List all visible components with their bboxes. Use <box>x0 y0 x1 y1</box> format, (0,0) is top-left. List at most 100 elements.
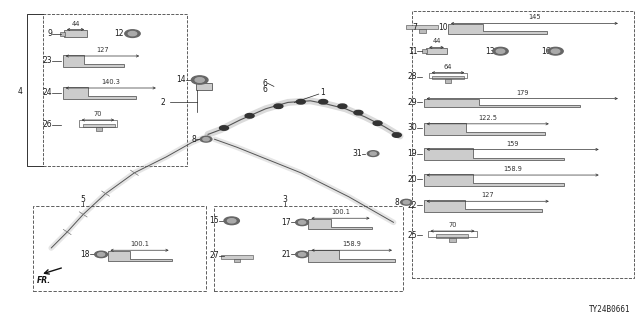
Text: 100.1: 100.1 <box>331 209 350 215</box>
Text: 13: 13 <box>485 47 495 56</box>
Circle shape <box>338 104 347 108</box>
Polygon shape <box>424 99 580 107</box>
Text: 44: 44 <box>432 38 441 44</box>
Bar <box>412 11 634 278</box>
Polygon shape <box>424 174 564 186</box>
Bar <box>43 14 187 166</box>
Text: 31: 31 <box>352 149 362 158</box>
Text: 9: 9 <box>47 29 52 38</box>
Circle shape <box>298 221 306 224</box>
Circle shape <box>373 121 382 125</box>
Polygon shape <box>308 250 395 262</box>
Text: 70: 70 <box>448 222 457 228</box>
Text: 6: 6 <box>262 79 268 88</box>
Circle shape <box>203 138 209 141</box>
Text: 5: 5 <box>81 196 86 204</box>
Circle shape <box>401 199 412 205</box>
Circle shape <box>296 100 305 104</box>
Text: 23: 23 <box>43 56 52 65</box>
Bar <box>432 76 464 79</box>
Bar <box>449 238 456 242</box>
Circle shape <box>95 251 108 258</box>
Text: 19: 19 <box>408 149 417 158</box>
Text: 127: 127 <box>96 47 109 53</box>
Text: 17: 17 <box>282 218 291 227</box>
Bar <box>419 29 426 33</box>
Circle shape <box>224 217 239 225</box>
Polygon shape <box>424 123 545 135</box>
Circle shape <box>98 253 105 256</box>
Circle shape <box>200 136 212 142</box>
Text: 8: 8 <box>192 135 196 144</box>
Text: 18: 18 <box>80 250 90 259</box>
Polygon shape <box>108 251 172 261</box>
Bar <box>33 206 206 291</box>
Polygon shape <box>448 24 547 34</box>
Text: 22: 22 <box>408 201 417 210</box>
Text: 158.9: 158.9 <box>503 166 522 172</box>
Circle shape <box>298 253 306 256</box>
Circle shape <box>548 47 563 55</box>
Text: 64: 64 <box>444 64 452 70</box>
Text: 44: 44 <box>71 20 80 27</box>
Text: 29: 29 <box>408 98 417 107</box>
Bar <box>422 49 427 53</box>
Circle shape <box>354 110 363 115</box>
Polygon shape <box>63 55 124 67</box>
Circle shape <box>125 30 140 37</box>
Circle shape <box>403 201 410 204</box>
Circle shape <box>319 100 328 104</box>
Circle shape <box>274 104 283 108</box>
Bar <box>426 48 447 54</box>
Bar <box>429 73 467 78</box>
Bar <box>436 234 468 238</box>
Bar <box>234 259 240 262</box>
Polygon shape <box>308 219 372 229</box>
Bar <box>96 127 102 131</box>
Text: 179: 179 <box>516 90 529 96</box>
Text: 27: 27 <box>209 252 219 260</box>
Text: 28: 28 <box>408 72 417 81</box>
Text: 145: 145 <box>528 14 541 20</box>
Bar <box>64 30 87 37</box>
Text: 70: 70 <box>93 111 102 117</box>
Text: 140.3: 140.3 <box>101 79 120 85</box>
Text: 26: 26 <box>43 120 52 129</box>
Circle shape <box>370 152 376 155</box>
Text: 2: 2 <box>161 98 165 107</box>
Bar <box>428 231 477 237</box>
Text: 20: 20 <box>408 175 417 184</box>
Text: 12: 12 <box>114 29 124 38</box>
Text: 15: 15 <box>209 216 219 225</box>
Text: 7: 7 <box>412 23 417 32</box>
Text: 11: 11 <box>408 47 417 56</box>
Text: 3: 3 <box>282 196 287 204</box>
Text: 100.1: 100.1 <box>130 241 149 247</box>
Text: 16: 16 <box>541 47 550 56</box>
Circle shape <box>220 126 228 130</box>
Text: 25: 25 <box>408 231 417 240</box>
Bar <box>83 124 115 127</box>
Polygon shape <box>424 200 542 212</box>
Text: 21: 21 <box>282 250 291 259</box>
Text: 6: 6 <box>262 85 268 94</box>
Circle shape <box>367 151 379 156</box>
Bar <box>79 120 117 127</box>
Text: 1: 1 <box>320 88 324 97</box>
Text: 4: 4 <box>17 87 22 96</box>
Circle shape <box>496 49 505 53</box>
Bar <box>406 25 438 29</box>
Text: 159: 159 <box>506 140 519 147</box>
Bar <box>196 83 211 90</box>
Text: 122.5: 122.5 <box>478 115 497 121</box>
Bar <box>445 79 451 83</box>
Polygon shape <box>63 87 136 99</box>
Circle shape <box>296 219 308 226</box>
Circle shape <box>191 76 208 84</box>
Text: 14: 14 <box>176 76 186 84</box>
Circle shape <box>195 78 204 82</box>
Circle shape <box>551 49 560 53</box>
Bar <box>60 32 65 36</box>
Circle shape <box>227 219 236 223</box>
Circle shape <box>128 31 137 36</box>
